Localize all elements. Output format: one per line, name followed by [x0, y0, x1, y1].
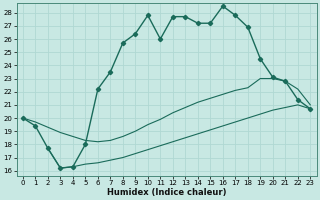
X-axis label: Humidex (Indice chaleur): Humidex (Indice chaleur)	[107, 188, 226, 197]
